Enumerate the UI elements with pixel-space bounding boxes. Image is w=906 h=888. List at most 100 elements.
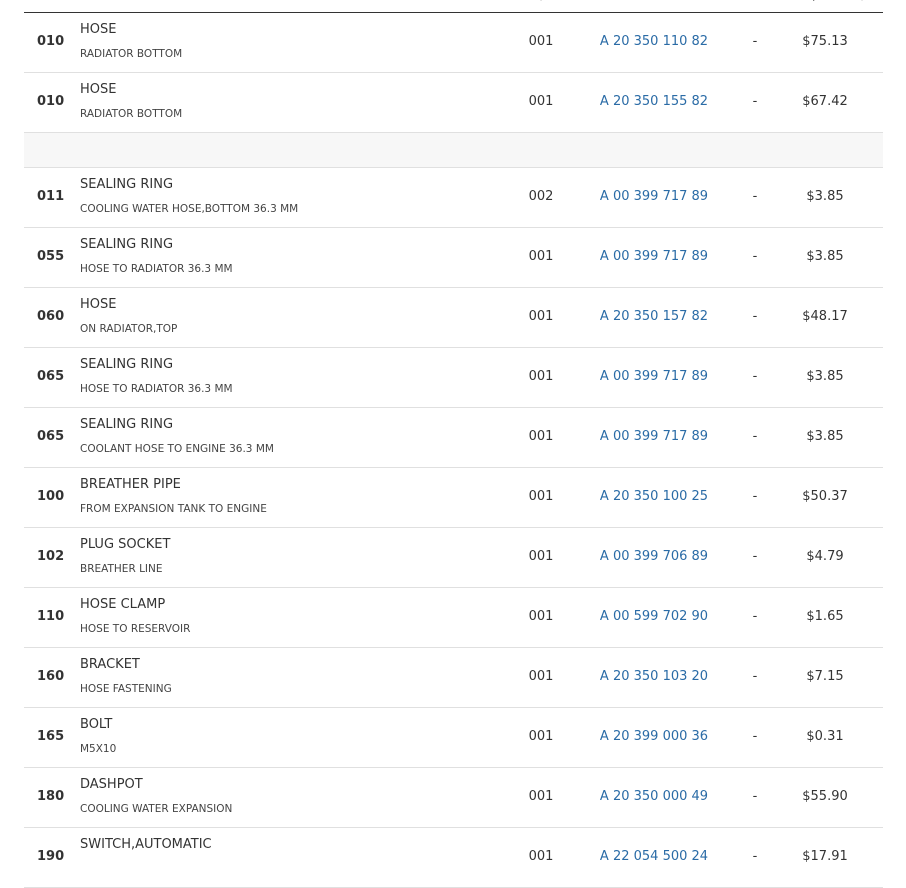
x-value: -: [752, 94, 758, 109]
price: $48.17: [802, 309, 848, 324]
item-number: 065: [37, 369, 65, 384]
x-value: -: [752, 789, 758, 804]
row-border: [24, 767, 883, 768]
header-cell: Price per Unit, $: [785, 0, 865, 2]
part-name: SWITCH,AUTOMATIC: [80, 837, 212, 852]
part-name: SEALING RING: [80, 417, 174, 432]
x-value: -: [752, 609, 758, 624]
price: $55.90: [802, 789, 848, 804]
part-name: HOSE: [80, 82, 117, 97]
row-border: [24, 527, 883, 528]
row-border: [24, 467, 883, 468]
row-border: [24, 72, 883, 73]
header-cell: X: [752, 0, 759, 2]
row-border: [24, 407, 883, 408]
price: $75.13: [802, 34, 848, 49]
part-number-link[interactable]: A 00 399 717 89: [599, 429, 709, 444]
x-value: -: [752, 369, 758, 384]
part-name: HOSE: [80, 297, 117, 312]
x-value: -: [752, 249, 758, 264]
item-number: 165: [37, 729, 65, 744]
x-value: -: [752, 849, 758, 864]
part-number-link[interactable]: A 20 350 100 25: [599, 489, 709, 504]
header-cell: Name: [281, 0, 311, 2]
item-number: 011: [37, 189, 65, 204]
price: $50.37: [802, 489, 848, 504]
header-cell: Part Number: [623, 0, 686, 2]
group-separator: [24, 133, 883, 167]
part-name: BREATHER PIPE: [80, 477, 181, 492]
part-number-link[interactable]: A 20 399 000 36: [599, 729, 709, 744]
part-number-link[interactable]: A 22 054 500 24: [599, 849, 709, 864]
part-name: BRACKET: [80, 657, 140, 672]
part-name: HOSE CLAMP: [80, 597, 166, 612]
part-name: HOSE: [80, 22, 117, 37]
x-value: -: [752, 729, 758, 744]
row-border: [24, 707, 883, 708]
price: $3.85: [806, 429, 844, 444]
x-value: -: [752, 669, 758, 684]
x-value: -: [752, 189, 758, 204]
quantity: 001: [528, 609, 554, 624]
price: $3.85: [806, 369, 844, 384]
x-value: -: [752, 429, 758, 444]
quantity: 001: [528, 369, 554, 384]
x-value: -: [752, 309, 758, 324]
item-number: 100: [37, 489, 65, 504]
quantity: 001: [528, 669, 554, 684]
part-name: BOLT: [80, 717, 113, 732]
part-description: RADIATOR BOTTOM: [80, 48, 183, 60]
price: $17.91: [802, 849, 848, 864]
part-number-link[interactable]: A 00 399 706 89: [599, 549, 709, 564]
part-description: ON RADIATOR,TOP: [80, 323, 178, 335]
part-number-link[interactable]: A 20 350 110 82: [599, 34, 709, 49]
part-number-link[interactable]: A 20 350 157 82: [599, 309, 709, 324]
part-number-link[interactable]: A 00 399 717 89: [599, 369, 709, 384]
quantity: 001: [528, 34, 554, 49]
row-border: [24, 827, 883, 828]
x-value: -: [752, 489, 758, 504]
x-value: -: [752, 34, 758, 49]
item-number: 180: [37, 789, 65, 804]
part-number-link[interactable]: A 00 399 717 89: [599, 249, 709, 264]
quantity: 001: [528, 309, 554, 324]
part-description: COOLING WATER EXPANSION: [80, 803, 233, 815]
row-border: [24, 587, 883, 588]
price: $0.31: [806, 729, 844, 744]
part-number-link[interactable]: A 20 350 155 82: [599, 94, 709, 109]
part-number-link[interactable]: A 20 350 103 20: [599, 669, 709, 684]
header-border: [24, 12, 883, 13]
row-border: [24, 287, 883, 288]
row-border: [24, 347, 883, 348]
row-border: [24, 167, 883, 168]
price: $1.65: [806, 609, 844, 624]
price: $7.15: [806, 669, 844, 684]
quantity: 001: [528, 549, 554, 564]
part-name: SEALING RING: [80, 177, 174, 192]
quantity: 001: [528, 789, 554, 804]
page: Nr. Name Q Part Number X Price per Unit, $ 010…: [24, 0, 883, 888]
part-name: SEALING RING: [80, 357, 174, 372]
item-number: 110: [37, 609, 65, 624]
item-number: 060: [37, 309, 65, 324]
row-border: [24, 132, 883, 133]
item-number: 102: [37, 549, 65, 564]
header-cell: Nr.: [40, 0, 54, 2]
part-description: HOSE TO RADIATOR 36.3 MM: [80, 383, 233, 395]
quantity: 002: [528, 189, 554, 204]
part-number-link[interactable]: A 00 399 717 89: [599, 189, 709, 204]
part-number-link[interactable]: A 20 350 000 49: [599, 789, 709, 804]
part-description: RADIATOR BOTTOM: [80, 108, 183, 120]
item-number: 010: [37, 94, 65, 109]
item-number: 055: [37, 249, 65, 264]
item-number: 010: [37, 34, 65, 49]
quantity: 001: [528, 429, 554, 444]
item-number: 065: [37, 429, 65, 444]
quantity: 001: [528, 94, 554, 109]
price: $4.79: [806, 549, 844, 564]
part-description: COOLANT HOSE TO ENGINE 36.3 MM: [80, 443, 274, 455]
part-name: PLUG SOCKET: [80, 537, 171, 552]
part-description: HOSE TO RESERVOIR: [80, 623, 191, 635]
part-number-link[interactable]: A 00 599 702 90: [599, 609, 709, 624]
quantity: 001: [528, 849, 554, 864]
